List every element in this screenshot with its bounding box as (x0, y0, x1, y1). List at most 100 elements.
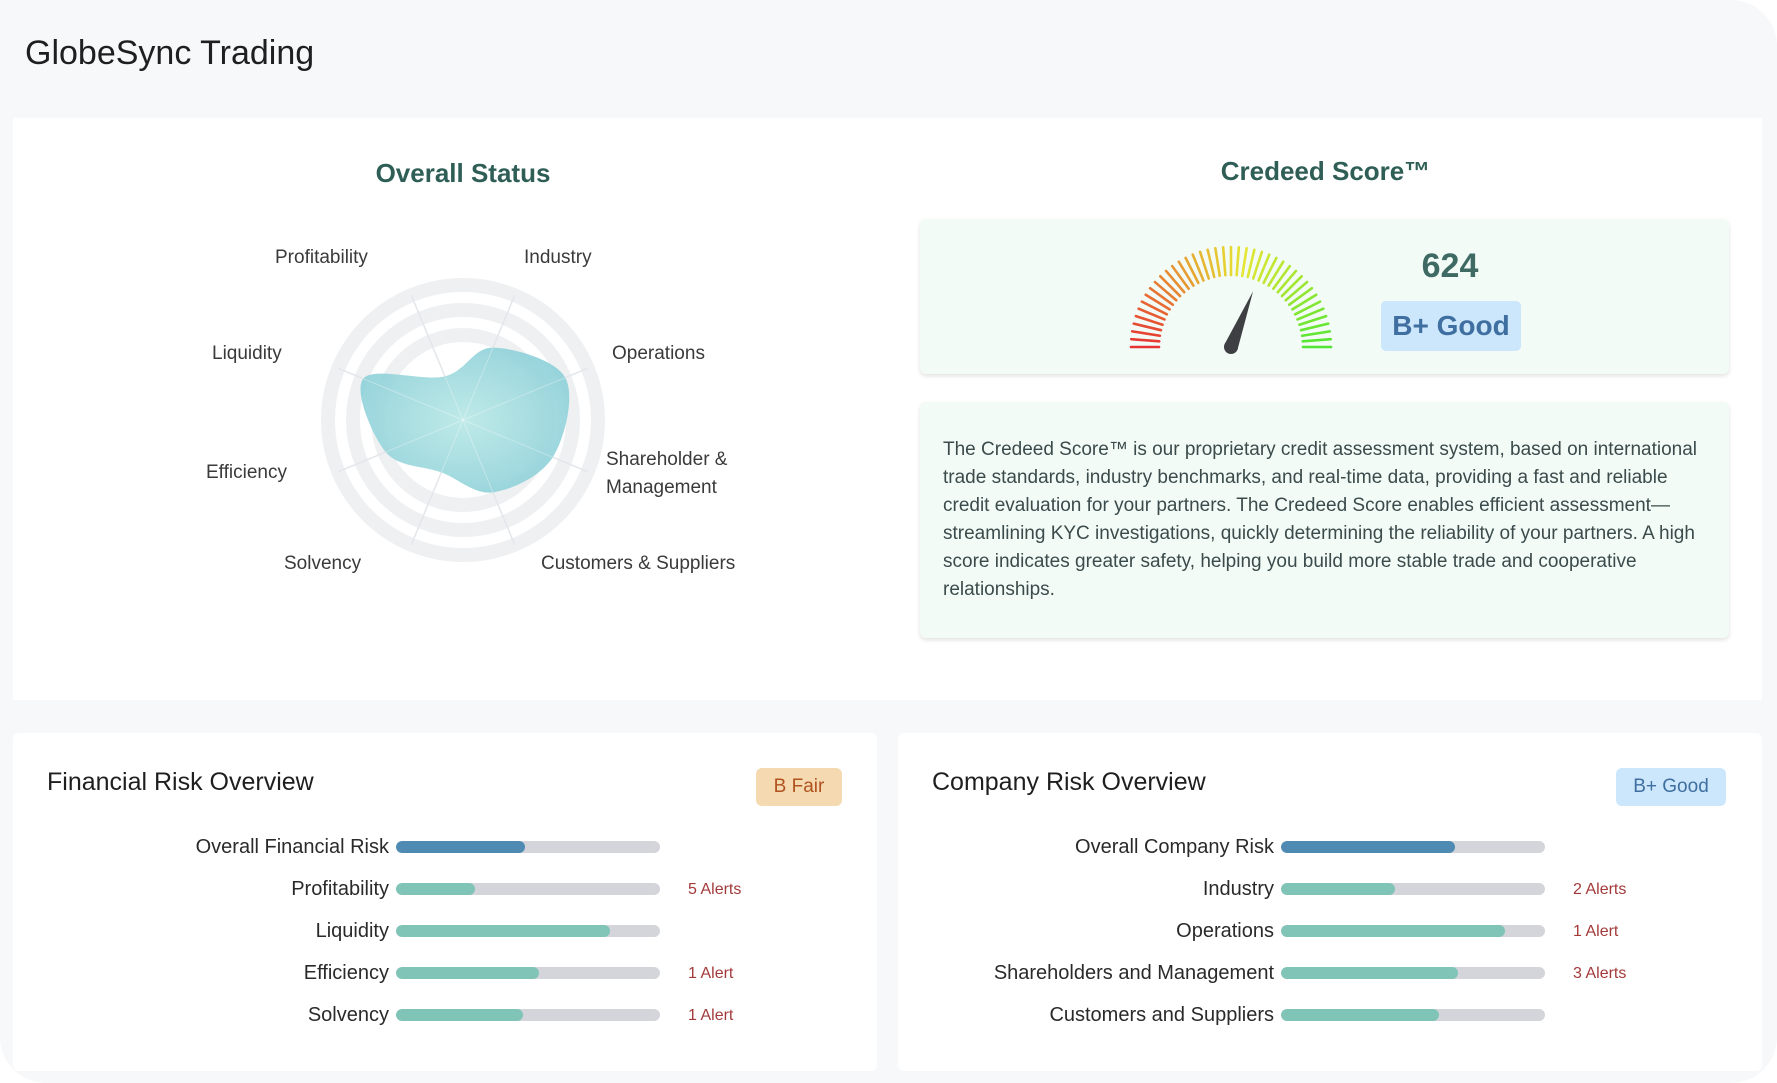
overall-status-section: Overall Status Profitability Industry Li… (13, 118, 913, 700)
gauge-tick (1299, 322, 1330, 332)
risk-row: Overall Financial Risk (13, 835, 877, 859)
radar-inner-axis (462, 419, 553, 458)
gauge-tick (1301, 337, 1332, 343)
gauge-tick (1206, 248, 1216, 279)
gauge-tick (1276, 269, 1298, 294)
gauge-tick (1130, 330, 1162, 338)
risk-row-bar (396, 1009, 660, 1021)
gauge-tick (1257, 253, 1271, 282)
gauge-tick (1137, 307, 1166, 321)
radar-inner-axis (385, 419, 464, 453)
credeed-description: The Credeed Score™ is our proprietary cr… (943, 439, 1698, 600)
radar-inner-axis (462, 377, 566, 421)
gauge-tick (1296, 307, 1325, 321)
company-title: GlobeSync Trading (25, 34, 315, 72)
score-grade-badge: B+ Good (1381, 301, 1521, 351)
gauge-tick (1300, 330, 1332, 338)
radar-inner-axis (462, 419, 494, 493)
risk-row-label: Overall Company Risk (1075, 836, 1274, 858)
overview-panel: Overall Status Profitability Industry Li… (13, 118, 1762, 700)
risk-row-bar (1281, 1009, 1545, 1021)
radar-ring (346, 303, 580, 537)
gauge-tick (1246, 248, 1256, 279)
score-value: 624 (1421, 247, 1479, 285)
risk-row-bar-fill (396, 1009, 523, 1021)
radar-chart (321, 278, 605, 562)
risk-row-bar-fill (1281, 967, 1458, 979)
radar-label-liquidity: Liquidity (212, 343, 282, 364)
radar-inner-axis (444, 376, 464, 421)
gauge-tick (1130, 337, 1161, 343)
risk-row: Liquidity (13, 919, 877, 943)
risk-row-bar-fill (1281, 883, 1395, 895)
risk-row-bar (396, 883, 660, 895)
radar-ring (321, 278, 605, 562)
company-risk-panel: Company Risk Overview B+ Good Overall Co… (898, 733, 1762, 1071)
gauge-tick (1235, 246, 1241, 277)
credeed-description-card: The Credeed Score™ is our proprietary cr… (920, 402, 1729, 638)
overall-status-title: Overall Status (375, 158, 551, 188)
risk-row-bar (1281, 883, 1545, 895)
risk-row: Profitability 5 Alerts (13, 877, 877, 901)
risk-row-label: Overall Financial Risk (195, 836, 389, 858)
risk-row-alert[interactable]: 1 Alert (688, 965, 734, 982)
risk-row-bar (1281, 925, 1545, 937)
risk-row-bar-fill (1281, 1009, 1440, 1021)
risk-row-bar (396, 967, 660, 979)
risk-row-bar-fill (1281, 841, 1456, 853)
radar-label-industry: Industry (524, 247, 592, 268)
gauge-hub (1224, 340, 1238, 354)
gauge-tick (1164, 269, 1186, 294)
gauge-tick (1144, 293, 1171, 311)
radar-inner-axis (440, 419, 464, 473)
gauge-tick (1272, 264, 1292, 291)
gauge-tick (1298, 314, 1328, 327)
gauge-needle (1224, 291, 1254, 350)
risk-row-bar-fill (1281, 925, 1506, 937)
risk-row-label: Customers and Suppliers (1049, 1004, 1274, 1026)
radar-shape (360, 347, 570, 493)
gauge-tick (1140, 300, 1169, 316)
risk-row-label: Solvency (307, 1004, 389, 1026)
gauge-tick (1170, 264, 1190, 291)
risk-row: Customers and Suppliers (898, 1003, 1762, 1027)
radar-label-efficiency: Efficiency (206, 462, 287, 483)
gauge-tick (1153, 280, 1178, 302)
gauge-tick (1291, 293, 1318, 311)
risk-row-alert[interactable]: 1 Alert (1573, 923, 1619, 940)
risk-row-bar (396, 841, 660, 853)
gauge-tick (1148, 286, 1175, 306)
gauge-tick (1132, 322, 1163, 332)
risk-row-alert[interactable]: 2 Alerts (1573, 881, 1627, 898)
risk-row: Operations 1 Alert (898, 919, 1762, 943)
gauge-tick (1267, 260, 1285, 287)
risk-row-alert[interactable]: 1 Alert (688, 1007, 734, 1024)
risk-row: Efficiency 1 Alert (13, 961, 877, 985)
gauge-tick (1214, 246, 1222, 278)
risk-row-bar-fill (396, 967, 539, 979)
radar-label-solvency: Solvency (284, 553, 362, 574)
risk-row: Industry 2 Alerts (898, 877, 1762, 901)
gauge-tick (1251, 250, 1264, 280)
risk-row-label: Liquidity (315, 920, 389, 942)
radar-inner-axis (363, 378, 464, 421)
company-risk-grade-badge: B+ Good (1616, 768, 1726, 806)
credeed-score-card: 624 B+ Good (920, 219, 1729, 374)
gauge-tick (1284, 280, 1309, 302)
gauge-tick (1262, 256, 1278, 285)
radar-label-shareholder-management: Shareholder & Management (606, 449, 728, 498)
risk-row-bar (1281, 967, 1545, 979)
gauge-tick (1184, 256, 1200, 285)
risk-row: Solvency 1 Alert (13, 1003, 877, 1027)
credeed-score-title: Credeed Score™ (1220, 156, 1431, 186)
risk-row-alert[interactable]: 3 Alerts (1573, 965, 1627, 982)
risk-row-alert[interactable]: 5 Alerts (688, 881, 742, 898)
financial-risk-title: Financial Risk Overview (47, 768, 314, 796)
radar-label-operations: Operations (612, 343, 705, 364)
risk-row-label: Industry (1202, 878, 1274, 900)
risk-row-label: Efficiency (303, 962, 389, 984)
risk-row-bar-fill (396, 841, 526, 853)
risk-row: Overall Company Risk (898, 835, 1762, 859)
risk-row-bar-fill (396, 925, 610, 937)
